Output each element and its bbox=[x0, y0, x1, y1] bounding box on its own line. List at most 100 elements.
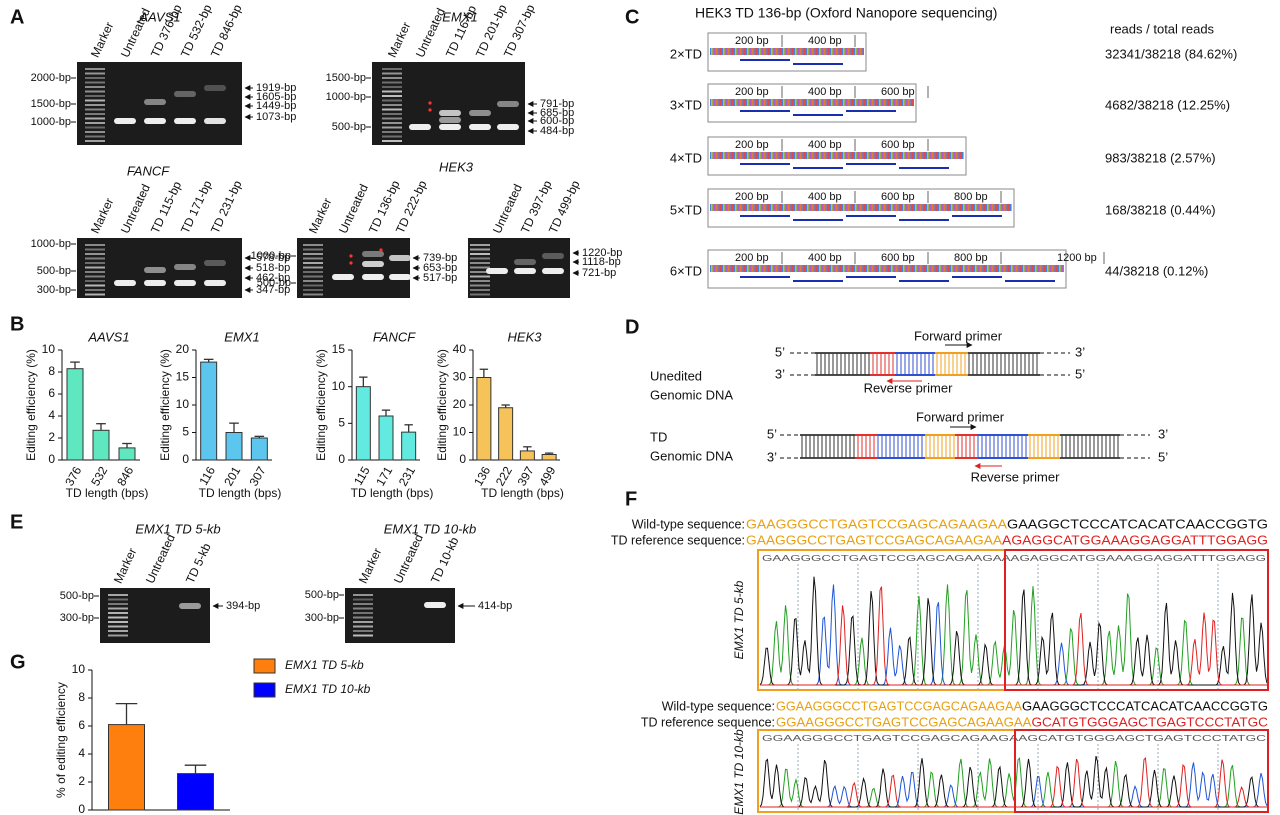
ladder-band bbox=[303, 257, 323, 260]
ladder-band bbox=[470, 280, 490, 282]
ladder-band bbox=[353, 621, 373, 623]
gel-band bbox=[144, 118, 166, 124]
size-marker: 1000-bp bbox=[31, 116, 71, 128]
chart-title: FANCF bbox=[373, 329, 416, 344]
gel-band bbox=[514, 268, 536, 274]
ladder-band bbox=[85, 257, 105, 260]
x-tick-label: 222 bbox=[493, 464, 515, 489]
ladder-band bbox=[303, 293, 323, 296]
ladder-band bbox=[85, 140, 105, 142]
gel-band bbox=[174, 118, 196, 124]
size-marker: 500-bp bbox=[257, 277, 291, 289]
ladder-band bbox=[382, 126, 402, 129]
ruler-label: 200 bp bbox=[735, 191, 769, 203]
ladder-band bbox=[470, 284, 490, 287]
chart-title: EMX1 bbox=[224, 329, 259, 344]
asterisk bbox=[349, 254, 353, 258]
gel-band bbox=[389, 255, 411, 261]
y-tick-label: 15 bbox=[332, 342, 346, 356]
lane-label: Untreated bbox=[336, 182, 371, 236]
ladder-band bbox=[85, 266, 105, 269]
gel-band bbox=[204, 118, 226, 124]
read-sequence bbox=[710, 152, 964, 159]
ladder-band bbox=[470, 262, 490, 264]
x-tick-label: 499 bbox=[536, 464, 558, 489]
gel-band bbox=[542, 253, 564, 259]
end-label: 3’ bbox=[1075, 344, 1085, 359]
nanopore-title: HEK3 TD 136-bp (Oxford Nanopore sequenci… bbox=[695, 5, 997, 21]
end-label: 3’ bbox=[767, 449, 777, 464]
ladder-band bbox=[85, 284, 105, 287]
gel-title: FANCF bbox=[127, 163, 170, 178]
ladder-band bbox=[85, 253, 105, 255]
ladder-band bbox=[382, 135, 402, 138]
dna-label: Unedited bbox=[650, 368, 702, 383]
ruler-label: 600 bp bbox=[881, 86, 915, 98]
bar bbox=[108, 724, 145, 811]
ladder-band bbox=[382, 81, 402, 84]
gel-band bbox=[362, 251, 384, 257]
y-axis-label: Editing efficiency (%) bbox=[158, 349, 172, 461]
y-tick-label: 10 bbox=[176, 397, 190, 411]
forward-primer: Forward primer bbox=[914, 328, 1003, 343]
gel-band bbox=[424, 602, 446, 608]
size-marker: 1000-bp bbox=[326, 91, 366, 103]
lane-label: TD 5-kb bbox=[183, 541, 214, 586]
size-marker: 1500-bp bbox=[31, 98, 71, 110]
ladder-band bbox=[85, 99, 105, 102]
gel-band bbox=[144, 280, 166, 286]
sequence: AGAGGCATGGAAAGGAGGATTTGGAGG bbox=[1002, 533, 1268, 547]
end-label: 5’ bbox=[767, 426, 777, 441]
band-size: 1449-bp bbox=[256, 100, 296, 112]
sequence: GAAGGGCCTGAGTCCGAGCAGAAGAA bbox=[746, 517, 1008, 531]
y-tick-label: 4 bbox=[78, 746, 85, 760]
sequence: GGAAGGGCCTGAGTCCGAGCAGAAGAA bbox=[776, 699, 1023, 713]
seq-label: Wild-type sequence: bbox=[632, 517, 745, 531]
sample-label: EMX1 TD 10-kb bbox=[732, 729, 746, 815]
band-size: 414-bp bbox=[478, 600, 512, 612]
ladder-band bbox=[303, 275, 323, 278]
end-label: 3’ bbox=[775, 366, 785, 381]
ladder-band bbox=[382, 131, 402, 133]
band-size: 653-bp bbox=[423, 262, 457, 274]
dna-label: TD bbox=[650, 429, 667, 444]
ladder-band bbox=[470, 257, 490, 260]
ladder-band bbox=[85, 280, 105, 282]
seq-label: Wild-type sequence: bbox=[662, 699, 775, 713]
ruler-label: 800 bp bbox=[954, 252, 988, 264]
ladder-band bbox=[353, 625, 373, 628]
y-tick-label: 0 bbox=[48, 452, 55, 466]
y-tick-label: 6 bbox=[48, 386, 55, 400]
y-tick-label: 5 bbox=[338, 416, 345, 430]
ladder-band bbox=[108, 630, 128, 632]
panel-label: C bbox=[625, 6, 639, 28]
ladder-band bbox=[85, 289, 105, 291]
band-size: 394-bp bbox=[226, 600, 260, 612]
band-size: 1073-bp bbox=[256, 111, 296, 123]
gel-band bbox=[362, 274, 384, 280]
ruler-label: 1200 bp bbox=[1057, 252, 1097, 264]
size-marker: 300-bp bbox=[60, 612, 94, 624]
read-sequence bbox=[710, 265, 1064, 272]
bar bbox=[541, 454, 557, 461]
read-count: 44/38218 (0.12%) bbox=[1105, 263, 1208, 278]
y-axis-label: Editing efficiency (%) bbox=[24, 349, 38, 461]
ladder-band bbox=[85, 95, 105, 97]
ladder-band bbox=[85, 293, 105, 296]
ladder-band bbox=[382, 86, 402, 88]
panel-label: E bbox=[10, 511, 23, 533]
ruler-label: 400 bp bbox=[808, 86, 842, 98]
lane-label: Marker bbox=[356, 546, 384, 586]
legend-swatch bbox=[253, 658, 276, 674]
legend-label: EMX1 TD 5-kb bbox=[285, 658, 364, 672]
sequence: GGAAGGGCCTGAGTCCGAGCAGAAGAA bbox=[776, 715, 1032, 729]
bar bbox=[66, 368, 84, 461]
gel-band bbox=[174, 91, 196, 97]
chart-title: AAVS1 bbox=[87, 329, 129, 344]
band-size: 791-bp bbox=[540, 98, 574, 110]
seq-label: TD reference sequence: bbox=[641, 715, 775, 729]
ladder-band bbox=[108, 616, 128, 619]
x-axis-label: TD length (bps) bbox=[66, 486, 149, 500]
ruler-label: 400 bp bbox=[808, 252, 842, 264]
